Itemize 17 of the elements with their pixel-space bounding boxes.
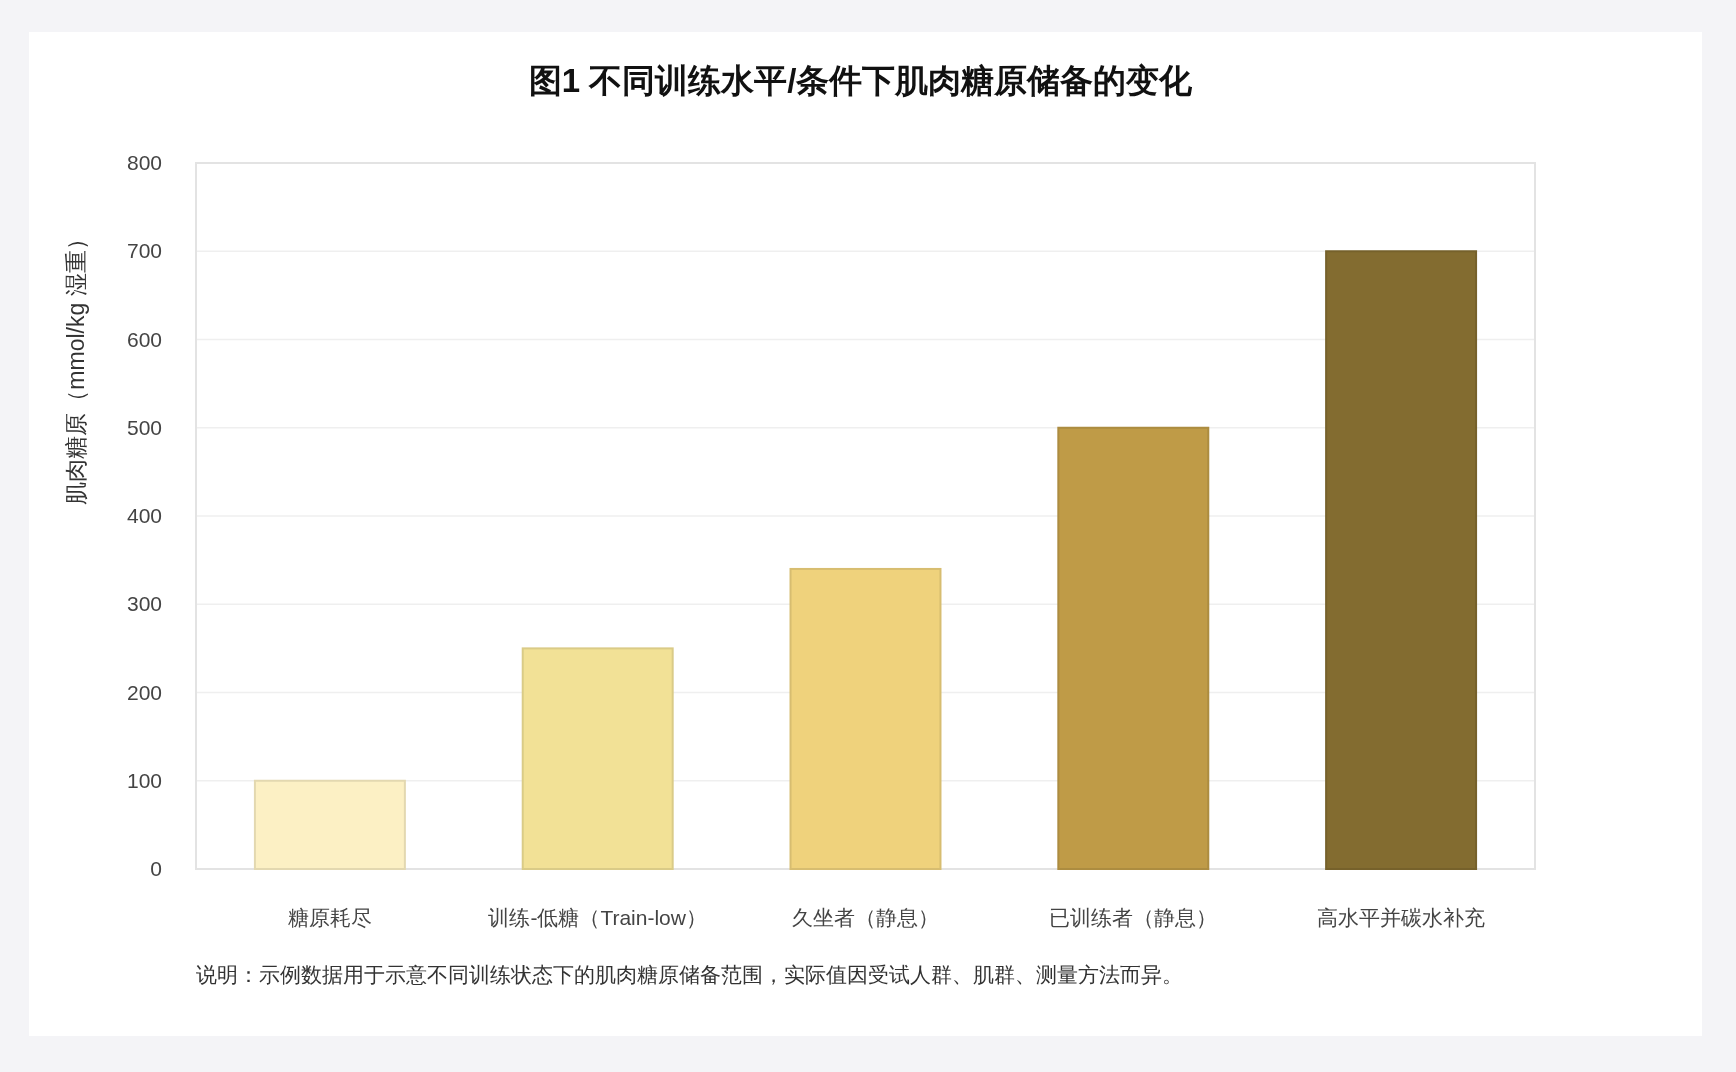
y-tick-label: 300 [126,592,162,616]
y-tick-label: 700 [126,239,162,263]
y-tick-label: 200 [126,680,162,704]
text: 说明：示例数据用于示意不同训练状态下的肌肉糖原储备范围，实际值因受试人群、肌群、测量方法而异。 [196,963,1183,986]
chart-title: 图1 不同训练水平/条件下肌肉糖原储备的变化 [528,62,1194,99]
y-axis-title: 肌肉糖原（mmol/kg 湿重） [63,227,89,505]
y-tick-label: 500 [126,415,162,439]
x-tick-label: 糖原耗尽 [287,906,372,929]
x-tick-label: 高水平并碳水补充 [1317,906,1486,929]
y-tick-label: 600 [126,327,162,351]
y-tick-label: 400 [126,504,162,527]
x-tick-label: 训练-低糖（Train-low） [488,906,707,929]
y-tick-label: 800 [126,151,162,174]
x-tick-label: 久坐者（静息） [792,906,939,929]
y-tick-label: 100 [126,768,162,792]
y-tick-label: 0 [150,857,162,880]
x-tick-label: 已训练者（静息） [1049,906,1218,929]
